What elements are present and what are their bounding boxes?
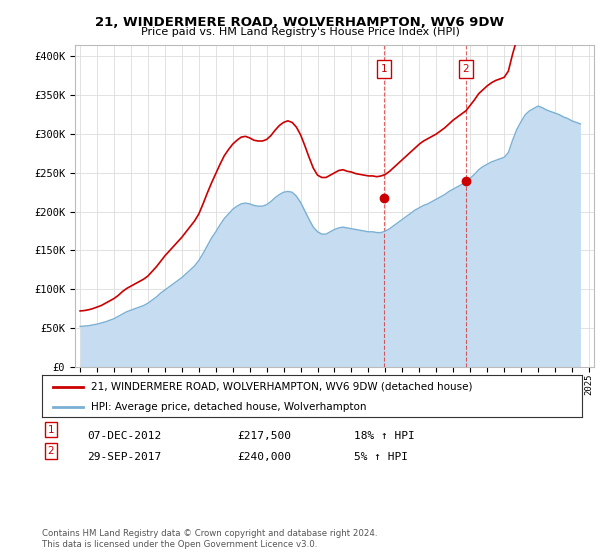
Text: Contains HM Land Registry data © Crown copyright and database right 2024.
This d: Contains HM Land Registry data © Crown c… bbox=[42, 529, 377, 549]
Text: 5% ↑ HPI: 5% ↑ HPI bbox=[354, 452, 408, 463]
Text: HPI: Average price, detached house, Wolverhampton: HPI: Average price, detached house, Wolv… bbox=[91, 402, 366, 412]
Text: 21, WINDERMERE ROAD, WOLVERHAMPTON, WV6 9DW (detached house): 21, WINDERMERE ROAD, WOLVERHAMPTON, WV6 … bbox=[91, 382, 472, 392]
Text: 29-SEP-2017: 29-SEP-2017 bbox=[87, 452, 161, 463]
Text: 2: 2 bbox=[47, 446, 55, 456]
Text: 1: 1 bbox=[47, 424, 55, 435]
Text: Price paid vs. HM Land Registry's House Price Index (HPI): Price paid vs. HM Land Registry's House … bbox=[140, 27, 460, 37]
Text: 18% ↑ HPI: 18% ↑ HPI bbox=[354, 431, 415, 441]
Text: 2: 2 bbox=[463, 64, 469, 74]
Text: £217,500: £217,500 bbox=[237, 431, 291, 441]
Text: £240,000: £240,000 bbox=[237, 452, 291, 463]
Text: 21, WINDERMERE ROAD, WOLVERHAMPTON, WV6 9DW: 21, WINDERMERE ROAD, WOLVERHAMPTON, WV6 … bbox=[95, 16, 505, 29]
Text: 07-DEC-2012: 07-DEC-2012 bbox=[87, 431, 161, 441]
Text: 1: 1 bbox=[381, 64, 388, 74]
